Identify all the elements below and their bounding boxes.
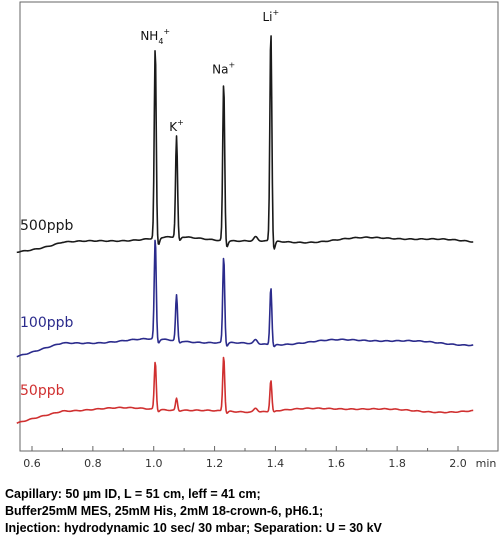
peak-label-K+: K+ xyxy=(169,118,184,134)
trace-50ppb xyxy=(16,356,474,424)
x-tick-label: 0.6 xyxy=(23,457,41,470)
trace-labels: 500ppb 100ppb 50ppb xyxy=(20,218,73,399)
peak-label-NH4+: NH4+ xyxy=(140,27,170,46)
x-tick-label: 1.8 xyxy=(388,457,406,470)
x-tick-label: 0.8 xyxy=(84,457,102,470)
peak-label-Na+: Na+ xyxy=(212,61,235,77)
x-axis-unit: min xyxy=(476,457,497,470)
trace-label-500ppb: 500ppb xyxy=(20,218,73,234)
x-axis: 0.6 0.8 1.0 1.2 1.4 1.6 1.8 2.0 min xyxy=(23,446,496,470)
electropherogram-chart: 0.6 0.8 1.0 1.2 1.4 1.6 1.8 2.0 min NH4+ K+ Na+ Li+… xyxy=(16,1,499,470)
trace-label-100ppb: 100ppb xyxy=(20,315,73,331)
x-tick-label: 1.6 xyxy=(328,457,346,470)
x-tick-label: 1.0 xyxy=(145,457,163,470)
plot-frame xyxy=(19,1,499,452)
caption-buffer: Buffer25mM MES, 25mM His, 2mM 18-crown-6… xyxy=(5,504,324,518)
trace-100ppb xyxy=(16,239,474,358)
trace-label-50ppb: 50ppb xyxy=(20,383,65,399)
x-tick-label: 1.2 xyxy=(206,457,224,470)
caption-injection: Injection: hydrodynamic 10 sec/ 30 mbar;… xyxy=(5,521,382,535)
x-tick-label: 1.4 xyxy=(267,457,285,470)
peak-label-Li+: Li+ xyxy=(262,8,279,24)
peak-labels: NH4+ K+ Na+ Li+ xyxy=(140,8,279,134)
caption-capillary: Capillary: 50 µm ID, L = 51 cm, leff = 4… xyxy=(5,487,261,501)
x-tick-label: 2.0 xyxy=(449,457,467,470)
method-caption: Capillary: 50 µm ID, L = 51 cm, leff = 4… xyxy=(5,486,497,537)
trace-500ppb xyxy=(16,35,474,254)
traces xyxy=(16,35,474,424)
